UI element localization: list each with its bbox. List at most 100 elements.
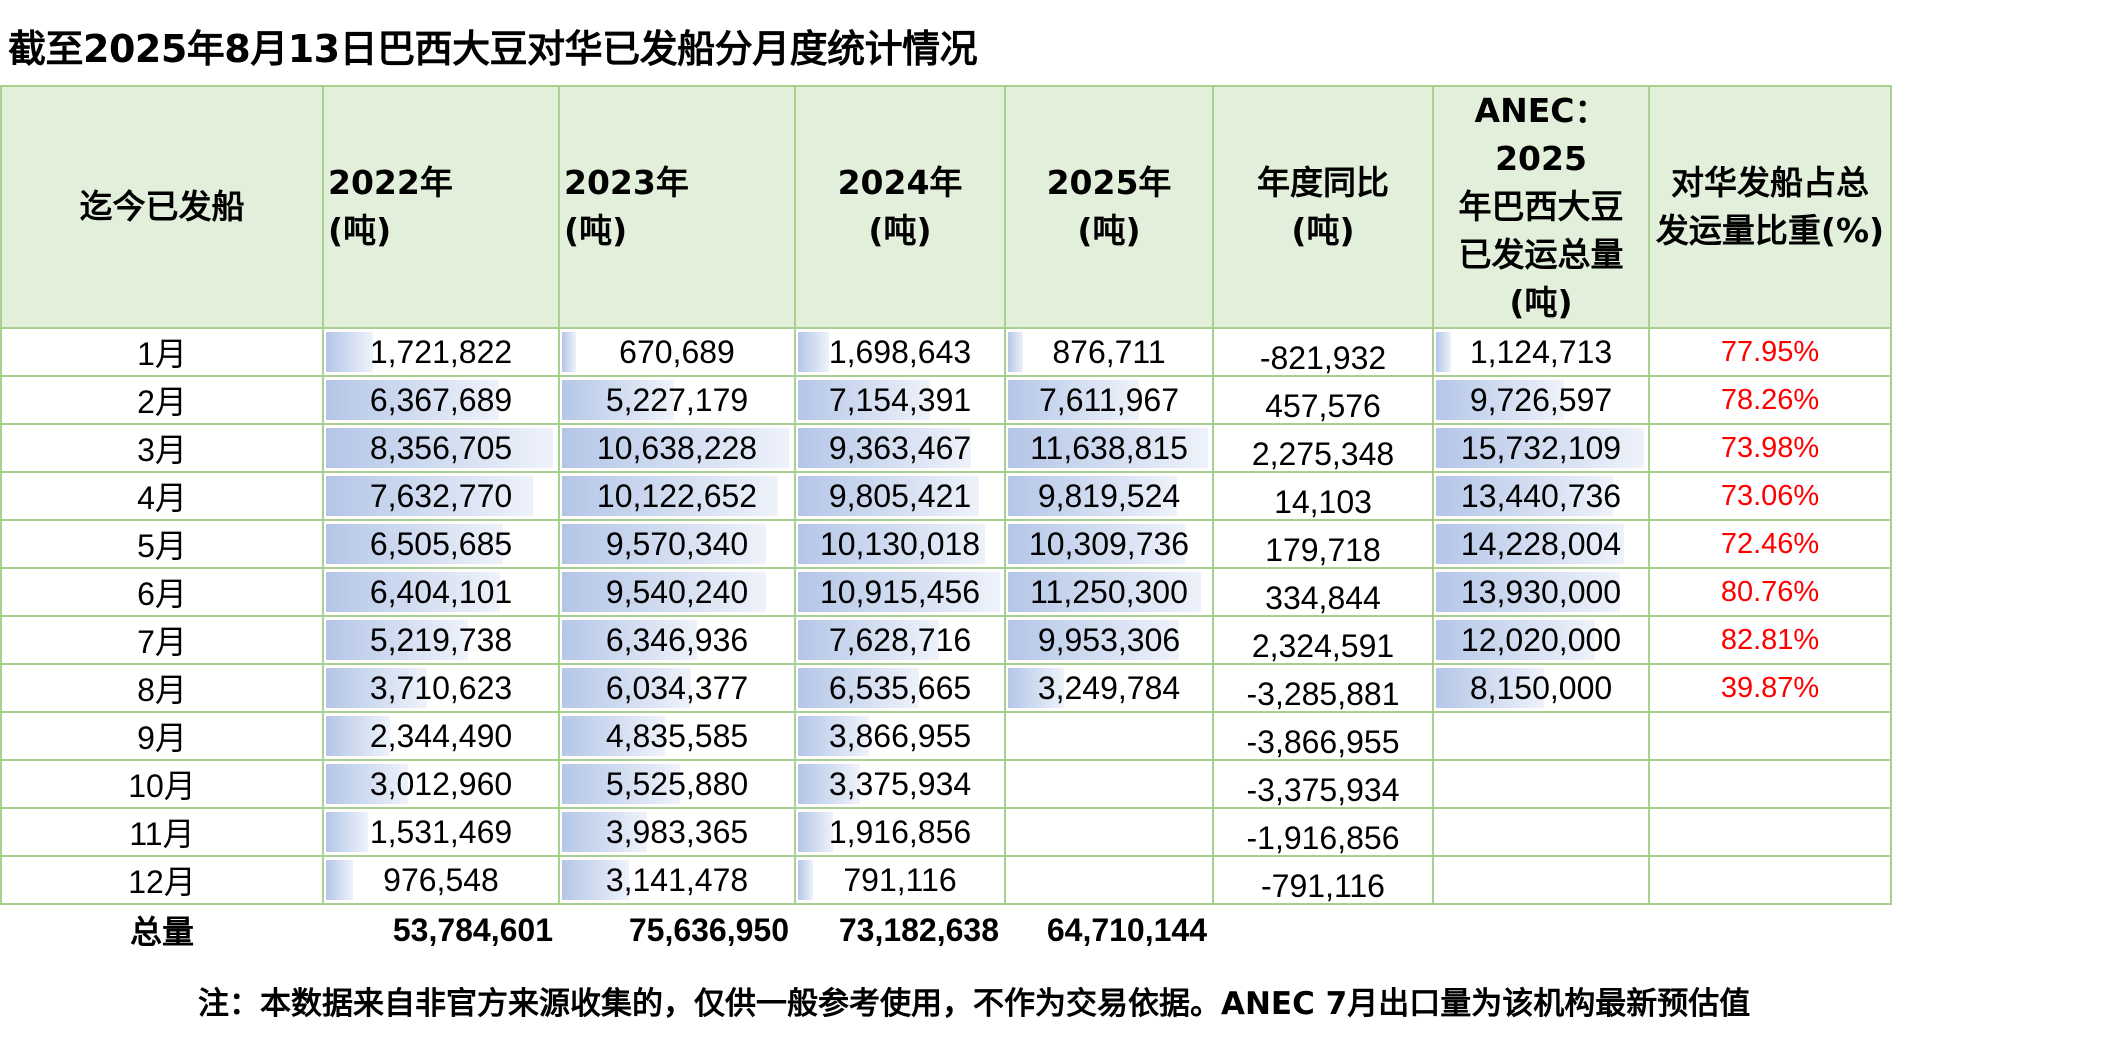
cell-yoy: 179,718	[1212, 519, 1434, 569]
cell-value: 80.76%	[1720, 575, 1820, 608]
column-header: 2023年 (吨)	[558, 85, 796, 329]
cell-value: 13,440,736	[1460, 477, 1622, 514]
cell-value: 14,103	[1274, 483, 1372, 520]
cell-value: 73.98%	[1720, 431, 1820, 464]
data-bar	[562, 524, 767, 564]
cell-y2022: 8,356,705	[322, 423, 560, 473]
data-bar	[326, 716, 390, 756]
cell-yoy: -3,866,955	[1212, 711, 1434, 761]
cell-pct: 72.46%	[1648, 519, 1892, 569]
data-bar	[326, 428, 553, 468]
data-bar	[562, 764, 680, 804]
cell-value: 2月	[137, 384, 187, 420]
total-y2022: 53,784,601	[392, 911, 553, 948]
cell-y2025: 11,638,815	[1004, 423, 1214, 473]
cell-anec	[1432, 759, 1650, 809]
data-bar	[562, 572, 766, 612]
cell-anec	[1432, 855, 1650, 905]
data-bar	[1008, 428, 1208, 468]
data-bar	[562, 332, 577, 372]
cell-anec: 12,020,000	[1432, 615, 1650, 665]
column-header: ANEC：2025 年巴西大豆 已发运总量 (吨)	[1432, 85, 1650, 329]
cell-y2024: 6,535,665	[794, 663, 1006, 713]
data-bar	[798, 668, 919, 708]
cell-value: 7,611,967	[1039, 381, 1179, 418]
cell-value: 3,866,955	[828, 717, 972, 754]
cell-value: 5,525,880	[605, 765, 749, 802]
cell-y2022: 6,404,101	[322, 567, 560, 617]
cell-y2022: 2,344,490	[322, 711, 560, 761]
cell-anec: 9,726,597	[1432, 375, 1650, 425]
cell-anec	[1432, 807, 1650, 857]
data-bar	[562, 716, 666, 756]
data-bar	[1436, 428, 1644, 468]
cell-value: 6,505,685	[369, 525, 513, 562]
cell-y2023: 3,983,365	[558, 807, 796, 857]
cell-value: -3,866,955	[1246, 723, 1400, 760]
table-row: 9月 2,344,490 4,835,585 3,866,955 -3,866,955	[0, 711, 1892, 761]
cell-y2022: 1,531,469	[322, 807, 560, 857]
cell-value: 7月	[137, 624, 187, 660]
cell-value: 7,154,391	[828, 381, 972, 418]
cell-pct	[1648, 855, 1892, 905]
header-row: 迄今已发船 2022年 (吨) 2023年 (吨) 2024年 (吨) 2025年 (吨…	[0, 85, 1892, 329]
cell-value: -3,285,881	[1246, 675, 1400, 712]
data-bar	[326, 524, 503, 564]
cell-y2025: 3,249,784	[1004, 663, 1214, 713]
cell-yoy: -1,916,856	[1212, 807, 1434, 857]
data-bar	[798, 620, 939, 660]
cell-value: 11,638,815	[1030, 429, 1188, 466]
cell-month: 4月	[0, 471, 324, 521]
data-bar	[798, 764, 861, 804]
table-row: 2月 6,367,689 5,227,179 7,154,391 7,611,967 45…	[0, 375, 1892, 425]
cell-value: 4月	[137, 480, 187, 516]
total-row: 总量 53,784,601 75,636,950 73,182,638 64,710,1…	[1, 904, 1891, 955]
cell-value: 77.95%	[1720, 335, 1820, 368]
cell-value: 9,570,340	[605, 525, 749, 562]
cell-y2024: 9,805,421	[794, 471, 1006, 521]
data-bar	[562, 428, 789, 468]
cell-value: 3,249,784	[1037, 669, 1181, 706]
cell-y2023: 10,638,228	[558, 423, 796, 473]
cell-anec: 8,150,000	[1432, 663, 1650, 713]
cell-value: 5月	[137, 528, 187, 564]
cell-y2025: 11,250,300	[1004, 567, 1214, 617]
cell-value: 72.46%	[1720, 527, 1820, 560]
cell-y2022: 1,721,822	[322, 327, 560, 377]
cell-value: 334,844	[1265, 579, 1381, 616]
table-row: 11月 1,531,469 3,983,365 1,916,856 -1,916,856	[0, 807, 1892, 857]
data-bar	[1008, 524, 1185, 564]
cell-value: 9,726,597	[1469, 381, 1613, 418]
cell-value: 9,953,306	[1037, 621, 1181, 658]
cell-value: 11,250,300	[1030, 573, 1188, 610]
data-bar	[798, 524, 986, 564]
cell-value: 457,576	[1265, 387, 1381, 424]
cell-yoy: 2,324,591	[1212, 615, 1434, 665]
cell-y2025: 7,611,967	[1004, 375, 1214, 425]
cell-y2023: 9,540,240	[558, 567, 796, 617]
cell-yoy: -791,116	[1212, 855, 1434, 905]
column-header: 对华发船占总 发运量比重(%)	[1648, 85, 1892, 329]
cell-y2023: 6,346,936	[558, 615, 796, 665]
cell-month: 3月	[0, 423, 324, 473]
cell-anec: 13,440,736	[1432, 471, 1650, 521]
cell-value: 1,124,713	[1469, 333, 1613, 370]
cell-value: 73.06%	[1720, 479, 1820, 512]
cell-y2022: 3,012,960	[322, 759, 560, 809]
cell-value: 1,916,856	[828, 813, 972, 850]
cell-y2023: 9,570,340	[558, 519, 796, 569]
cell-anec: 1,124,713	[1432, 327, 1650, 377]
cell-value: 12月	[128, 864, 196, 900]
column-header: 2024年 (吨)	[794, 85, 1006, 329]
table-row: 6月 6,404,101 9,540,240 10,915,456 11,250,300…	[0, 567, 1892, 617]
cell-value: 10,130,018	[819, 525, 981, 562]
cell-value: 2,324,591	[1251, 627, 1395, 664]
cell-y2025	[1004, 855, 1214, 905]
cell-value: 3月	[137, 432, 187, 468]
cell-y2025	[1004, 711, 1214, 761]
data-bar	[562, 860, 630, 900]
data-bar	[562, 620, 698, 660]
cell-value: 11月	[129, 816, 195, 852]
cell-y2023: 4,835,585	[558, 711, 796, 761]
data-bar	[562, 476, 778, 516]
